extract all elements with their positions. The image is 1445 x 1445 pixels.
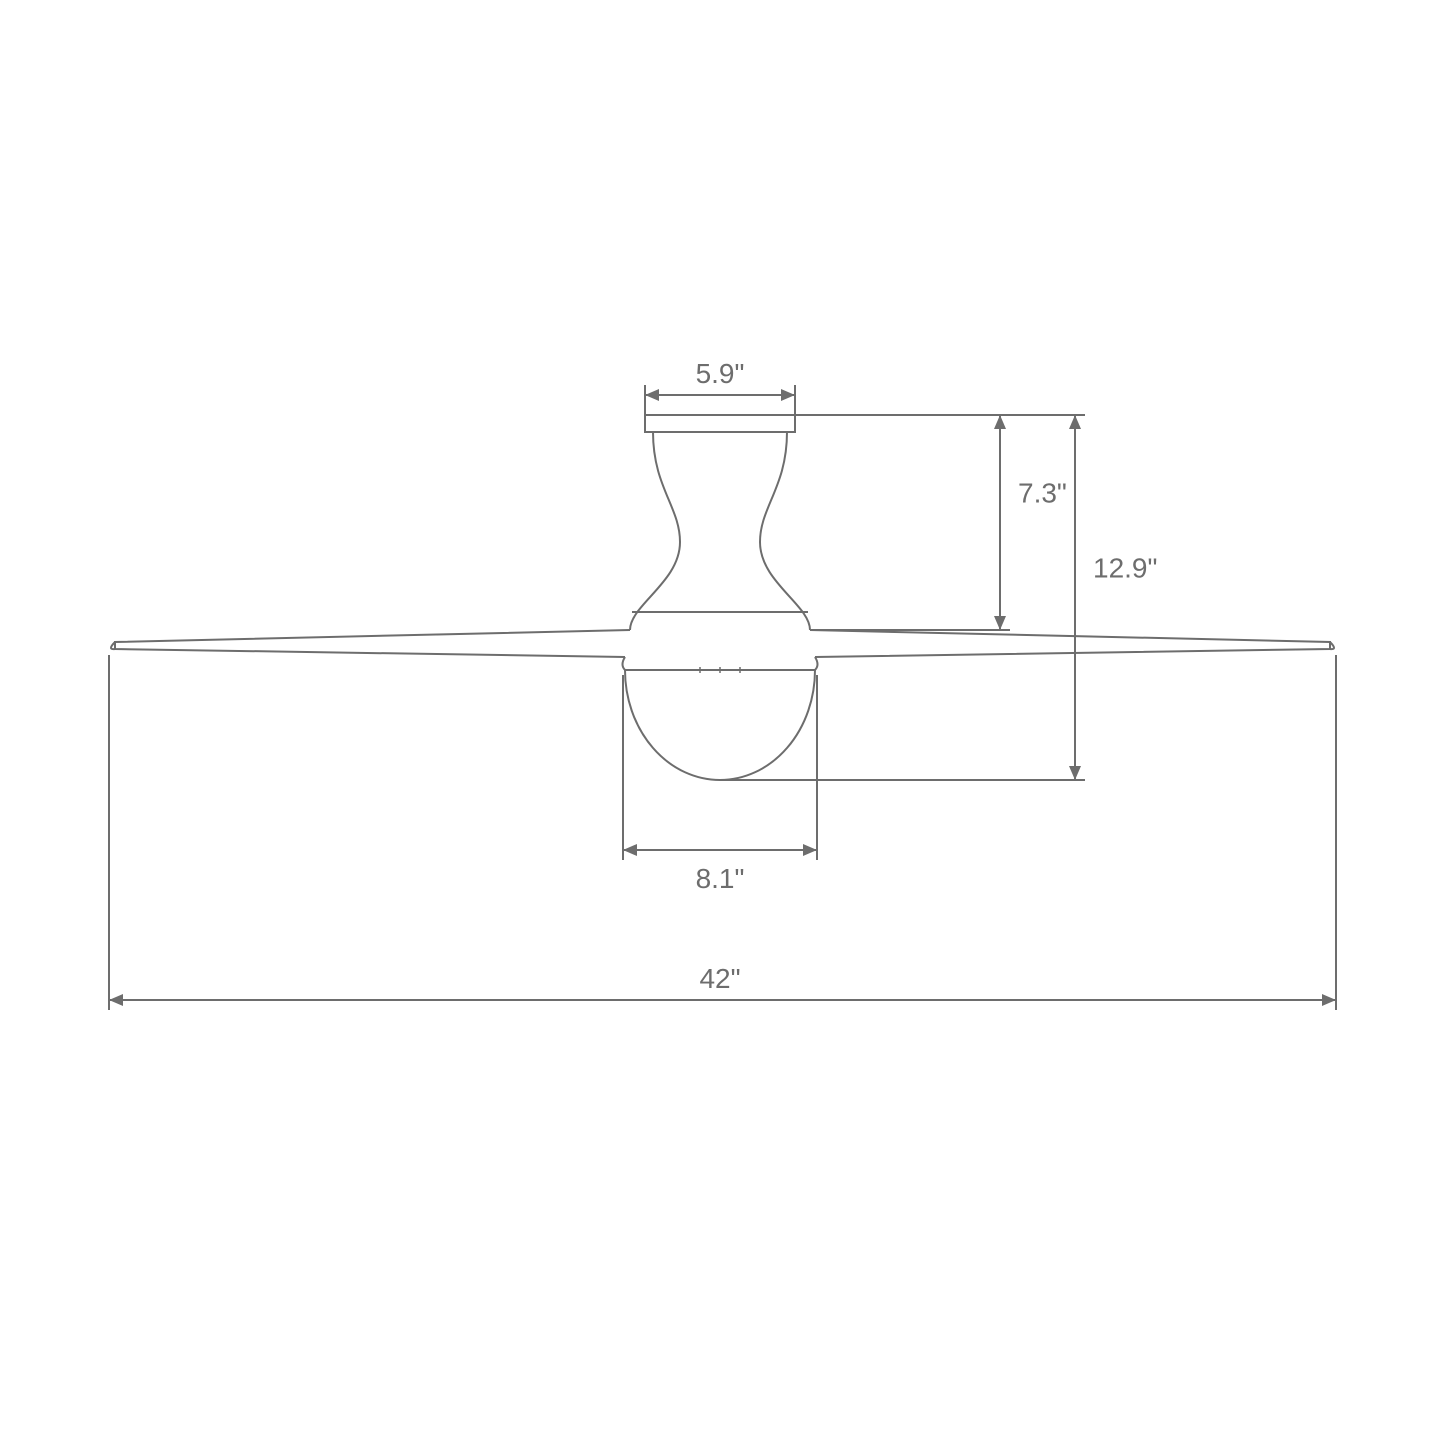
fan-dimension-diagram: 5.9" 7.3" 12.9" 8.1" 42" — [0, 0, 1445, 1445]
dim-blade-span-arrow-l — [109, 994, 123, 1006]
dim-blade-span-arrow-r — [1322, 994, 1336, 1006]
label-bowl-width: 8.1" — [696, 863, 745, 894]
label-blade-span: 42" — [699, 963, 740, 994]
blade-right — [810, 630, 1330, 657]
label-upper-height: 7.3" — [1018, 478, 1067, 509]
dim-bowl-width-arrow-r — [803, 844, 817, 856]
dim-total-height-arrow-t — [1069, 415, 1081, 429]
label-mount-width: 5.9" — [696, 358, 745, 389]
blade-left — [115, 630, 630, 657]
dim-upper-height-arrow-t — [994, 415, 1006, 429]
dim-upper-height-arrow-b — [994, 616, 1006, 630]
neck-body — [630, 432, 810, 630]
dim-bowl-width-arrow-l — [623, 844, 637, 856]
dim-mount-width-arrow-l — [645, 389, 659, 401]
light-bowl — [625, 670, 815, 780]
dim-mount-width-arrow-r — [781, 389, 795, 401]
label-total-height: 12.9" — [1093, 553, 1157, 584]
dim-total-height-arrow-b — [1069, 766, 1081, 780]
mount-cap — [645, 415, 795, 432]
